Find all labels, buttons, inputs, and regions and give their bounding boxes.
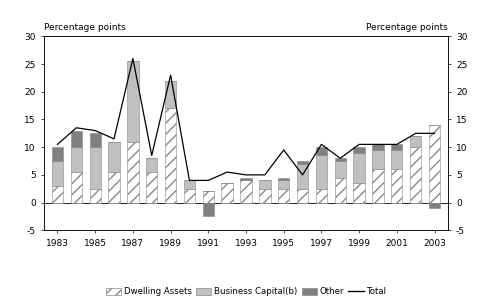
Bar xyxy=(410,147,421,203)
Bar xyxy=(372,150,384,169)
Bar xyxy=(165,108,176,203)
Bar xyxy=(278,178,289,180)
Bar xyxy=(353,183,365,203)
Bar xyxy=(353,147,365,153)
Bar xyxy=(278,180,289,189)
Bar xyxy=(316,147,327,155)
Text: Percentage points: Percentage points xyxy=(44,23,126,32)
Bar xyxy=(316,155,327,189)
Bar xyxy=(221,183,233,203)
Bar xyxy=(429,203,440,208)
Bar xyxy=(52,147,63,161)
Bar xyxy=(297,189,308,203)
Bar xyxy=(410,136,421,147)
Bar xyxy=(127,142,139,203)
Bar xyxy=(335,161,346,178)
Bar xyxy=(184,180,195,189)
Bar xyxy=(203,191,214,203)
Bar xyxy=(71,147,82,172)
Bar xyxy=(146,158,157,172)
Legend: Dwelling Assets, Business Capital(b), Other, Total: Dwelling Assets, Business Capital(b), Ot… xyxy=(102,284,390,300)
Bar xyxy=(90,147,101,189)
Bar xyxy=(335,158,346,161)
Bar xyxy=(241,180,251,203)
Bar xyxy=(372,169,384,203)
Bar xyxy=(108,142,120,172)
Bar xyxy=(391,150,402,169)
Bar xyxy=(71,131,82,147)
Bar xyxy=(165,81,176,108)
Bar xyxy=(241,178,251,180)
Bar xyxy=(429,125,440,203)
Bar xyxy=(90,189,101,203)
Bar xyxy=(259,180,271,189)
Bar xyxy=(297,161,308,164)
Bar xyxy=(259,189,271,203)
Bar xyxy=(316,189,327,203)
Bar xyxy=(335,178,346,203)
Bar xyxy=(184,189,195,203)
Bar xyxy=(391,169,402,203)
Bar xyxy=(52,186,63,203)
Bar xyxy=(278,189,289,203)
Bar xyxy=(146,172,157,203)
Bar xyxy=(108,172,120,203)
Bar xyxy=(52,161,63,186)
Text: Percentage points: Percentage points xyxy=(366,23,448,32)
Bar xyxy=(71,172,82,203)
Bar xyxy=(203,203,214,216)
Bar xyxy=(391,145,402,150)
Bar xyxy=(372,145,384,150)
Bar xyxy=(90,133,101,147)
Bar xyxy=(127,61,139,142)
Bar xyxy=(353,153,365,183)
Bar xyxy=(297,164,308,189)
